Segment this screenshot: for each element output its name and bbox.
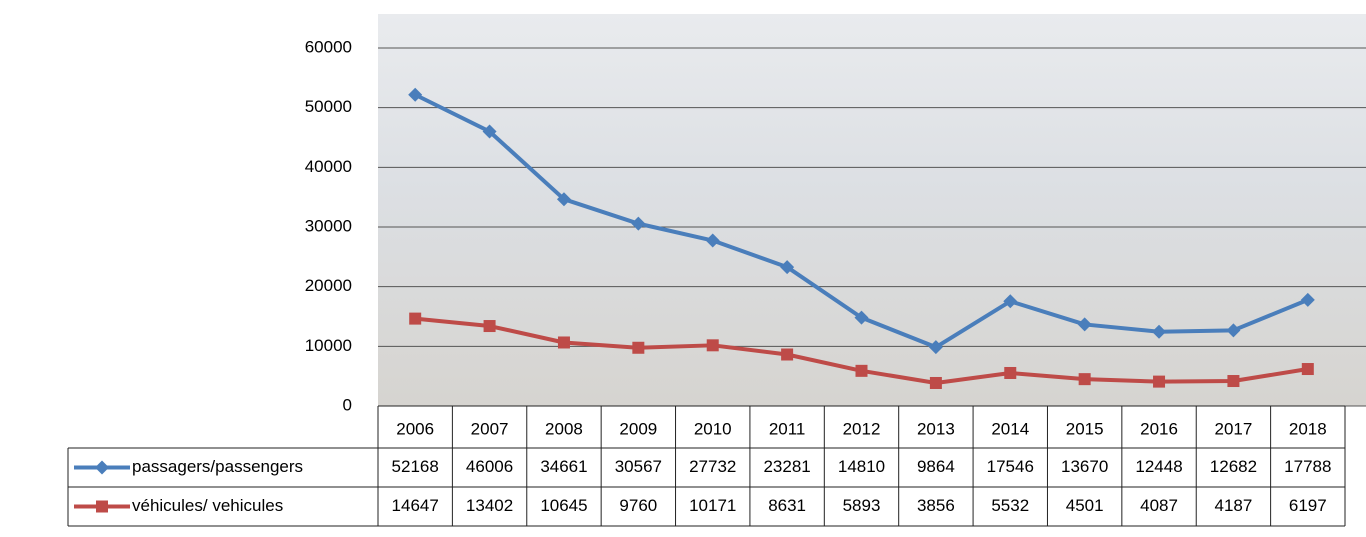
point: [928, 340, 943, 355]
point: [1227, 375, 1240, 388]
category-label: 2017: [1215, 419, 1253, 438]
point: [632, 341, 645, 354]
point: [409, 312, 422, 325]
table-value: 23281: [763, 457, 810, 476]
table-value: 4501: [1066, 496, 1104, 515]
table-value: 17788: [1284, 457, 1331, 476]
table-value: 4187: [1215, 496, 1253, 515]
table-value: 9760: [619, 496, 657, 515]
point: [1152, 324, 1167, 339]
point: [1153, 375, 1166, 388]
table-value: 17546: [987, 457, 1034, 476]
y-tick-label: 0: [343, 395, 352, 414]
point: [1004, 366, 1017, 379]
legend-marker: [96, 500, 108, 513]
point: [781, 348, 794, 361]
table-value: 46006: [466, 457, 513, 476]
category-label: 2014: [991, 419, 1029, 438]
table-value: 9864: [917, 457, 955, 476]
point: [1226, 323, 1241, 338]
point: [1300, 292, 1315, 307]
point: [1003, 294, 1018, 309]
point: [780, 260, 795, 275]
category-label: 2012: [843, 419, 881, 438]
point: [854, 310, 869, 325]
category-label: 2013: [917, 419, 955, 438]
legend-label: véhicules/ vehicules: [132, 496, 283, 515]
table-value: 5532: [991, 496, 1029, 515]
y-tick-label: 30000: [305, 216, 352, 235]
table-value: 52168: [392, 457, 439, 476]
legend-marker: [95, 460, 109, 475]
point: [631, 216, 646, 231]
legend-label: passagers/passengers: [132, 457, 303, 476]
point: [1301, 363, 1314, 376]
table-value: 12682: [1210, 457, 1257, 476]
category-label: 2016: [1140, 419, 1178, 438]
y-tick-label: 20000: [305, 276, 352, 295]
table-value: 10645: [540, 496, 587, 515]
table-value: 14647: [392, 496, 439, 515]
point: [482, 124, 497, 139]
y-tick-label: 50000: [305, 97, 352, 116]
point: [1078, 373, 1091, 386]
table-value: 4087: [1140, 496, 1178, 515]
category-label: 2010: [694, 419, 732, 438]
point: [705, 233, 720, 248]
category-label: 2007: [471, 419, 509, 438]
y-tick-label: 60000: [305, 37, 352, 56]
table-value: 27732: [689, 457, 736, 476]
plot-background: [378, 14, 1366, 406]
table-value: 13402: [466, 496, 513, 515]
category-label: 2011: [769, 419, 806, 438]
category-label: 2009: [619, 419, 657, 438]
table-value: 3856: [917, 496, 955, 515]
table-value: 5893: [843, 496, 881, 515]
category-label: 2015: [1066, 419, 1104, 438]
table-value: 30567: [615, 457, 662, 476]
category-label: 2006: [396, 419, 434, 438]
table-value: 13670: [1061, 457, 1108, 476]
table-value: 8631: [768, 496, 806, 515]
category-label: 2008: [545, 419, 583, 438]
point: [929, 376, 942, 389]
category-label: 2018: [1289, 419, 1327, 438]
point: [556, 192, 571, 207]
table-value: 12448: [1135, 457, 1182, 476]
point: [408, 87, 423, 102]
point: [557, 336, 570, 349]
table-value: 14810: [838, 457, 885, 476]
table-value: 10171: [689, 496, 736, 515]
point: [1077, 317, 1092, 332]
y-tick-label: 10000: [305, 336, 352, 355]
point: [483, 320, 496, 333]
table-value: 34661: [540, 457, 587, 476]
point: [706, 339, 719, 352]
point: [855, 364, 868, 377]
y-tick-label: 40000: [305, 157, 352, 176]
table-value: 6197: [1289, 496, 1327, 515]
